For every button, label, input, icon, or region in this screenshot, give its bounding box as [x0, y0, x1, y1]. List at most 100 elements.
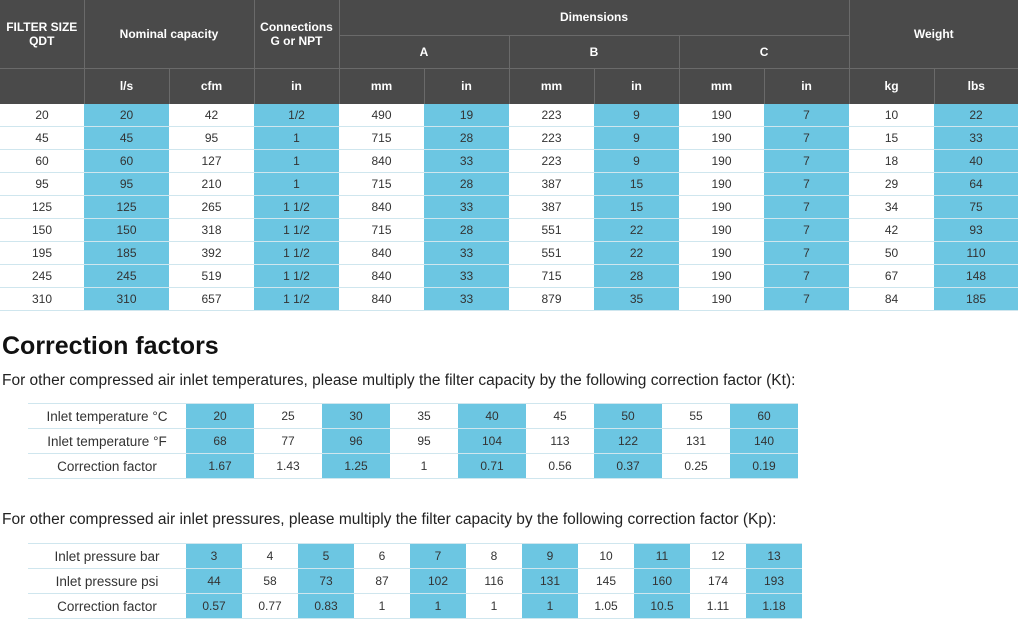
factor-row: Inlet temperature °C 20 25 30 35 40 45 50 55 60: [28, 403, 798, 429]
table-cell: 28: [424, 172, 510, 196]
factor-cell: 95: [390, 428, 458, 454]
factor-cell: 11: [634, 543, 690, 569]
table-cell: 10: [849, 104, 935, 127]
factor-row: Inlet pressure psi 44 58 73 87 102 116 131 145 16…: [28, 568, 802, 594]
unit-header: kg: [848, 67, 935, 104]
table-cell: 9: [594, 149, 680, 173]
table-cell: 127: [169, 149, 255, 173]
factor-cell: 35: [390, 403, 458, 429]
table-cell: 18: [849, 149, 935, 173]
unit-header: in: [763, 67, 850, 104]
table-cell: 387: [509, 172, 595, 196]
table-cell: 22: [594, 218, 680, 242]
factor-row: Inlet temperature °F 68 77 96 95 104 113 122 131…: [28, 428, 798, 454]
table-cell: 879: [509, 287, 595, 311]
table-row: 60 60 127 1 840 33 223 9 190 7 18 40: [0, 149, 1018, 173]
table-cell: 1 1/2: [254, 241, 340, 265]
factor-cell: 60: [730, 403, 798, 429]
table-cell: 95: [0, 172, 84, 196]
table-cell: 20: [0, 104, 84, 127]
unit-header: cfm: [168, 67, 255, 104]
factor-row-label: Inlet pressure bar: [28, 543, 186, 569]
table-cell: 28: [424, 218, 510, 242]
table-cell: 265: [169, 195, 255, 219]
factor-cell: 12: [690, 543, 746, 569]
table-cell: 110: [934, 241, 1018, 265]
table-row: 20 20 42 1/2 490 19 223 9 190 7 10 22: [0, 104, 1018, 127]
table-cell: 7: [764, 241, 850, 265]
table-cell: 33: [424, 264, 510, 288]
table-row: 45 45 95 1 715 28 223 9 190 7 15 33: [0, 126, 1018, 150]
factor-cell: 96: [322, 428, 390, 454]
table-cell: 657: [169, 287, 255, 311]
factor-cell: 0.25: [662, 453, 730, 479]
table-cell: 1: [254, 126, 340, 150]
factor-cell: 1: [410, 593, 466, 619]
table-cell: 15: [849, 126, 935, 150]
factor-cell: 122: [594, 428, 662, 454]
factor-row: Correction factor 1.67 1.43 1.25 1 0.71 0.56 0.…: [28, 453, 798, 479]
table-cell: 223: [509, 104, 595, 127]
table-cell: 318: [169, 218, 255, 242]
factor-cell: 10.5: [634, 593, 690, 619]
correction-factors-title: Correction factors: [2, 332, 219, 360]
table-cell: 67: [849, 264, 935, 288]
temperature-note: For other compressed air inlet temperatu…: [2, 372, 796, 389]
header-weight: Weight: [848, 0, 1018, 68]
table-cell: 19: [424, 104, 510, 127]
table-cell: 190: [679, 195, 765, 219]
factor-cell: 131: [522, 568, 578, 594]
table-cell: 22: [594, 241, 680, 265]
factor-cell: 8: [466, 543, 522, 569]
table-cell: 840: [339, 241, 425, 265]
factor-row-label: Inlet pressure psi: [28, 568, 186, 594]
factor-cell: 87: [354, 568, 410, 594]
table-cell: 490: [339, 104, 425, 127]
factor-row-label: Inlet temperature °F: [28, 428, 186, 454]
factor-cell: 0.56: [526, 453, 594, 479]
header-unit-blank: [0, 67, 84, 104]
factor-row-label: Correction factor: [28, 593, 186, 619]
table-cell: 185: [934, 287, 1018, 311]
table-cell: 150: [0, 218, 84, 242]
table-cell: 7: [764, 104, 850, 127]
pressure-note: For other compressed air inlet pressures…: [2, 511, 777, 528]
header-filter-size: FILTER SIZE QDT: [0, 0, 84, 68]
table-cell: 245: [0, 264, 84, 288]
factor-cell: 1.25: [322, 453, 390, 479]
filter-spec-table: FILTER SIZE QDT Nominal capacity Connect…: [0, 0, 1018, 311]
table-cell: 190: [679, 287, 765, 311]
unit-header: mm: [338, 67, 425, 104]
table-cell: 28: [424, 126, 510, 150]
unit-header: in: [423, 67, 510, 104]
factor-cell: 44: [186, 568, 242, 594]
factor-cell: 145: [578, 568, 634, 594]
table-cell: 75: [934, 195, 1018, 219]
factor-cell: 1: [522, 593, 578, 619]
factor-cell: 0.77: [242, 593, 298, 619]
table-cell: 15: [594, 172, 680, 196]
table-cell: 840: [339, 287, 425, 311]
factor-cell: 25: [254, 403, 322, 429]
factor-cell: 193: [746, 568, 802, 594]
factor-cell: 174: [690, 568, 746, 594]
table-cell: 1 1/2: [254, 264, 340, 288]
factor-cell: 50: [594, 403, 662, 429]
table-cell: 148: [934, 264, 1018, 288]
factor-cell: 45: [526, 403, 594, 429]
factor-cell: 1.11: [690, 593, 746, 619]
header-dimensions: Dimensions: [338, 0, 850, 35]
factor-cell: 68: [186, 428, 254, 454]
table-cell: 1 1/2: [254, 287, 340, 311]
table-row: 95 95 210 1 715 28 387 15 190 7 29 64: [0, 172, 1018, 196]
filter-spec-body: 20 20 42 1/2 490 19 223 9 190 7 10 22 45 45 95 1 715 28 22…: [0, 104, 1018, 311]
factor-cell: 4: [242, 543, 298, 569]
unit-header: l/s: [83, 67, 169, 104]
table-cell: 7: [764, 264, 850, 288]
factor-cell: 55: [662, 403, 730, 429]
table-cell: 7: [764, 172, 850, 196]
table-cell: 33: [424, 195, 510, 219]
table-cell: 190: [679, 104, 765, 127]
table-cell: 9: [594, 104, 680, 127]
table-cell: 33: [424, 287, 510, 311]
